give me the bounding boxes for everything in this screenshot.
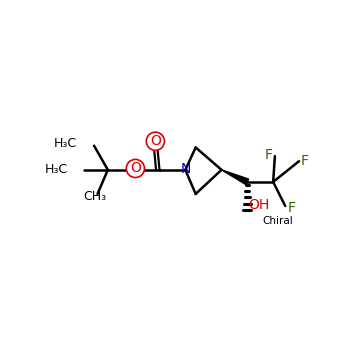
Text: F: F [264,148,272,162]
Text: H₃C: H₃C [44,163,68,176]
Text: N: N [180,162,190,176]
Text: F: F [301,154,309,168]
Text: H₃C: H₃C [54,137,77,150]
Text: O: O [130,161,141,175]
Text: CH₃: CH₃ [84,190,107,203]
Text: OH: OH [248,198,270,212]
Polygon shape [222,170,248,185]
Text: Chiral: Chiral [263,217,294,226]
Text: O: O [150,134,161,148]
Text: F: F [288,201,296,215]
